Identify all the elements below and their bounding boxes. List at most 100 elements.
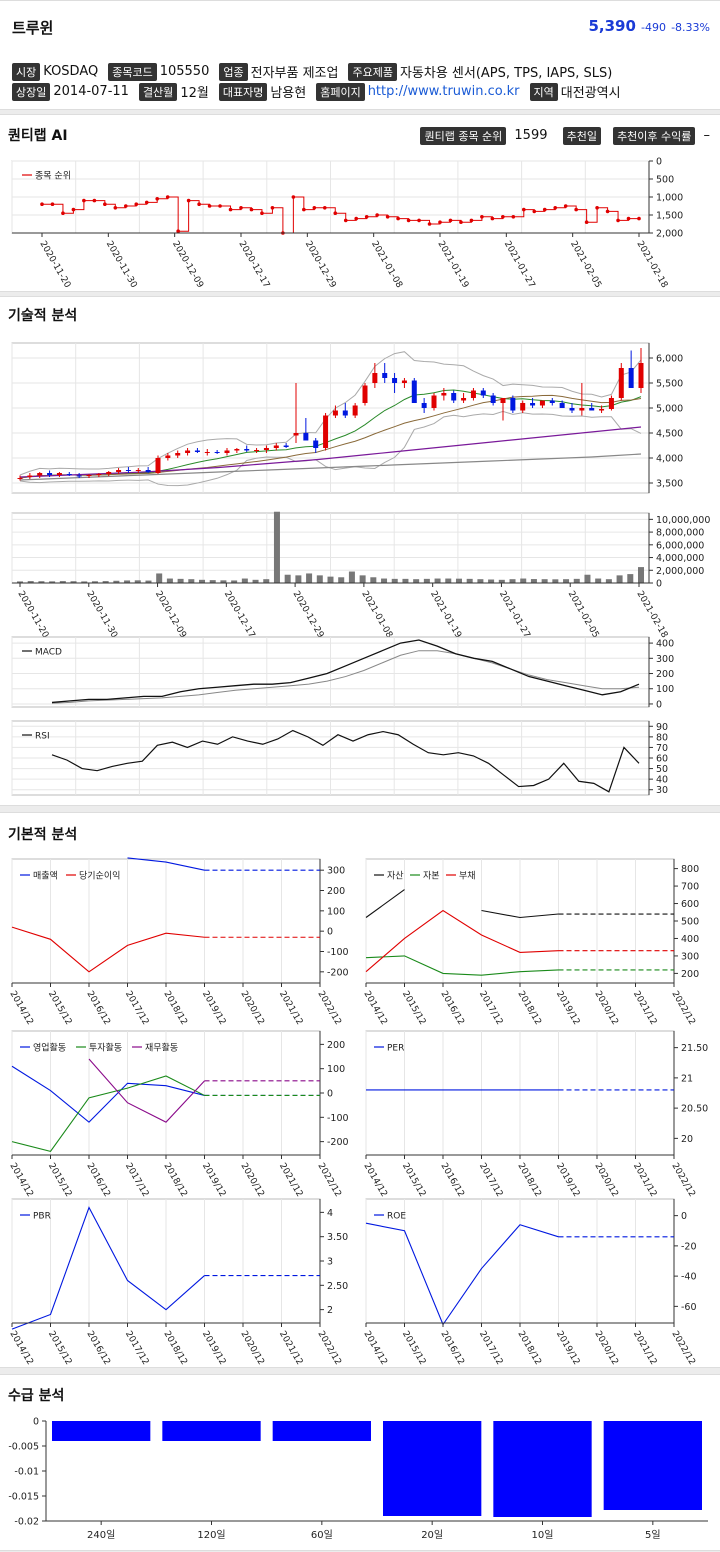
rank-point xyxy=(406,218,411,223)
rank-point xyxy=(364,215,369,219)
volume-bar xyxy=(263,579,270,583)
volume-bar xyxy=(241,578,248,583)
volume-bar xyxy=(541,579,548,583)
fund-series-line xyxy=(11,1075,205,1152)
technical-card: 기술적 분석 3,500 4,000 4,500 5,000 5,500 6,000 0 2,… xyxy=(0,296,720,806)
x-tick-label: 2020-12-29 xyxy=(291,590,326,641)
rank-point xyxy=(385,215,390,219)
rank-point xyxy=(375,213,379,217)
supply-chart: 0 -0.005 -0.01 -0.015 -0.02 240일 120일 60일 20일 10일… xyxy=(8,1417,708,1541)
volume-bar xyxy=(413,579,420,583)
x-tick-label: 2022/12 xyxy=(669,1330,696,1367)
candle-body xyxy=(589,408,595,411)
x-tick-label: 2014/12 xyxy=(7,1162,34,1199)
volume-bar xyxy=(616,575,623,583)
candle-body xyxy=(382,373,388,378)
volume-bar xyxy=(466,578,473,583)
x-tick-label: 2020-12-29 xyxy=(303,240,338,291)
y-tick-label: 300 xyxy=(681,951,699,962)
candle-body xyxy=(470,390,476,398)
candle-body xyxy=(194,450,200,452)
x-tick-label: 2020/12 xyxy=(592,990,619,1027)
x-tick-label: 2020-12-09 xyxy=(153,590,188,641)
candle-body xyxy=(559,403,565,408)
x-tick-label: 2017/12 xyxy=(123,1162,150,1199)
rank-point xyxy=(239,206,243,210)
info-value: 전자부품 제조업 xyxy=(250,66,339,81)
y-tick-label: 70 xyxy=(656,743,668,754)
rank-point xyxy=(40,202,44,206)
x-tick-label: 2021-01-27 xyxy=(502,240,537,290)
x-tick-label: 2014/12 xyxy=(361,990,388,1027)
technical-title: 기술적 분석 xyxy=(8,308,78,324)
volume-bar xyxy=(27,581,34,583)
rank-point xyxy=(176,229,180,233)
x-tick-label: 2020-11-30 xyxy=(104,240,139,291)
rec-date-tag: 추천일 xyxy=(562,126,601,145)
info-tag: 종목코드 xyxy=(108,62,157,81)
y-tick-label: 90 xyxy=(656,722,668,733)
x-tick-label: 2017/12 xyxy=(477,1330,504,1367)
x-tick-label: 2021/12 xyxy=(277,1330,304,1367)
info-tag: 시장 xyxy=(12,62,41,81)
candle-body xyxy=(480,390,486,396)
volume-bar xyxy=(231,580,238,583)
candle-body xyxy=(37,473,43,476)
candle-body xyxy=(579,408,585,411)
x-tick-label: 2021-02-18 xyxy=(634,590,669,641)
rank-point xyxy=(322,206,327,210)
info-tag: 대표자명 xyxy=(218,82,268,101)
y-tick-label: 40 xyxy=(656,775,668,786)
legend-label: 영업활동 xyxy=(33,1042,66,1054)
x-tick-label: 2020/12 xyxy=(592,1330,619,1367)
x-tick-label: 2020-12-17 xyxy=(222,590,257,640)
candle-body xyxy=(618,368,624,398)
candle-body xyxy=(96,474,102,475)
y-tick-label: 0 xyxy=(327,1089,333,1100)
volume-bar xyxy=(295,575,302,583)
y-tick-label: 100 xyxy=(327,906,345,917)
supply-title: 수급 분석 xyxy=(8,1388,65,1404)
candle-body xyxy=(342,410,348,416)
x-tick-label: 2022/12 xyxy=(315,1162,342,1199)
candle-body xyxy=(47,473,53,475)
volume-bar xyxy=(455,578,462,583)
candle-body xyxy=(431,395,437,408)
candle-body xyxy=(86,475,92,476)
ai-stats: 퀀티랩 종목 순위 1599 추천일 추천이후 수익률 – xyxy=(420,125,710,145)
rank-point xyxy=(197,202,201,206)
x-tick-label: 2021/12 xyxy=(631,1330,658,1367)
y-tick-label: 100 xyxy=(327,1064,345,1075)
fund-series-line xyxy=(365,1222,559,1326)
candle-body xyxy=(490,395,496,403)
x-tick-label: 2017/12 xyxy=(477,1162,504,1199)
y-tick-label: -100 xyxy=(327,1113,349,1124)
legend-label: 종목 순위 xyxy=(35,171,71,182)
x-tick-label: 2020/12 xyxy=(238,990,265,1027)
y-tick-label: 21.50 xyxy=(681,1043,708,1054)
info-tag: 홈페이지 xyxy=(316,82,365,101)
rank-point xyxy=(574,207,578,212)
y-tick-label: 3,500 xyxy=(656,479,683,490)
x-tick-label: 2015/12 xyxy=(400,1330,427,1367)
y-tick-label: 8,000,000 xyxy=(656,528,704,539)
y-tick-label: 700 xyxy=(681,882,699,893)
rank-point xyxy=(542,207,547,212)
ma-longest xyxy=(19,453,642,481)
candle-body xyxy=(500,398,506,403)
y-tick-label: 600 xyxy=(681,899,699,910)
rank-point xyxy=(207,204,212,208)
rank-point xyxy=(480,215,484,219)
info-tag: 주요제품 xyxy=(348,62,397,81)
rec-return-tag: 추천이후 수익률 xyxy=(613,126,696,145)
rank-point xyxy=(417,218,421,223)
homepage-link[interactable]: http://www.truwin.co.kr xyxy=(367,84,520,99)
candle-body xyxy=(185,450,191,453)
y-tick-label: 6,000,000 xyxy=(656,540,704,551)
volume-bar xyxy=(370,577,377,583)
fund-series-line xyxy=(11,1206,205,1330)
fund-series-line xyxy=(88,1058,205,1123)
rank-value: 1599 xyxy=(514,128,548,143)
y-tick-label: 100 xyxy=(656,684,674,695)
